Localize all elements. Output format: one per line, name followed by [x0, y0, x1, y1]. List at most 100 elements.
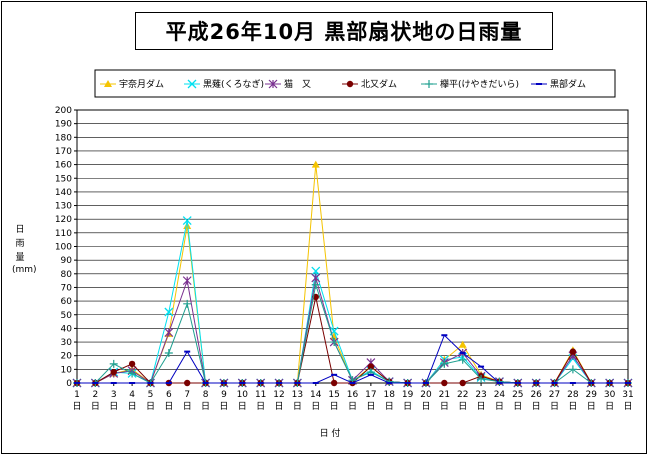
y-tick-label: 90	[61, 256, 73, 266]
legend-label: 宇奈月ダム	[119, 78, 164, 90]
legend-item: 欅平(けやきだいら)	[421, 79, 519, 90]
x-tick-suffix: 日	[201, 401, 210, 412]
x-tick-label: 29	[586, 390, 598, 400]
x-tick-suffix: 日	[348, 401, 357, 412]
y-tick-label: 130	[55, 202, 72, 212]
data-point	[458, 355, 467, 364]
x-tick-suffix: 日	[330, 401, 339, 412]
x-tick-label: 14	[310, 390, 322, 400]
x-tick-suffix: 日	[458, 401, 467, 412]
x-tick-label: 5	[148, 390, 154, 400]
axis-layer: 0102030405060708090100110120130140150160…	[55, 106, 634, 412]
y-tick-label: 0	[66, 379, 72, 389]
data-point	[458, 340, 467, 348]
data-point	[183, 222, 192, 230]
x-tick-label: 13	[292, 390, 303, 400]
y-tick-label: 120	[55, 215, 72, 225]
x-tick-suffix: 日	[550, 401, 559, 412]
x-axis-label: 日 付	[320, 428, 341, 439]
y-axis-label: 日雨量	[15, 224, 24, 263]
axis-labels: 日雨量 (mm) 日 付	[12, 224, 340, 439]
x-tick-suffix: 日	[477, 401, 486, 412]
x-tick-suffix: 日	[495, 401, 504, 412]
legend-item: 猫 又	[265, 78, 311, 90]
y-tick-label: 30	[61, 338, 73, 348]
data-point	[164, 307, 174, 317]
data-point	[477, 374, 486, 383]
data-point	[268, 79, 278, 89]
series-line	[77, 296, 628, 384]
x-tick-label: 22	[457, 390, 468, 400]
data-point	[104, 80, 112, 87]
x-tick-label: 18	[384, 390, 396, 400]
y-tick-label: 40	[61, 324, 73, 334]
x-tick-suffix: 日	[109, 401, 118, 412]
x-tick-label: 3	[111, 390, 117, 400]
data-point	[110, 368, 117, 376]
x-tick-suffix: 日	[623, 401, 632, 412]
x-tick-label: 11	[255, 390, 266, 400]
y-tick-label: 50	[61, 311, 73, 321]
data-point	[182, 216, 192, 226]
x-tick-suffix: 日	[275, 401, 284, 412]
grid-layer	[76, 109, 629, 384]
x-tick-label: 23	[475, 390, 486, 400]
y-axis-unit: (mm)	[12, 265, 37, 275]
x-tick-label: 31	[622, 390, 633, 400]
x-tick-label: 21	[439, 390, 450, 400]
data-point	[346, 80, 354, 88]
series-5	[74, 334, 631, 384]
y-tick-label: 80	[61, 270, 73, 280]
y-tick-label: 150	[55, 174, 72, 184]
data-point	[495, 377, 504, 386]
x-tick-suffix: 日	[440, 401, 449, 412]
data-point	[109, 359, 118, 368]
x-tick-label: 20	[420, 390, 432, 400]
x-tick-label: 4	[129, 390, 135, 400]
legend-label: 猫 又	[284, 78, 311, 90]
legend-label: 欅平(けやきだいら)	[440, 79, 519, 90]
x-tick-suffix: 日	[532, 401, 541, 412]
x-tick-suffix: 日	[128, 401, 137, 412]
legend-label: 黒薙(くろなぎ)	[203, 78, 264, 90]
x-tick-label: 7	[184, 390, 190, 400]
y-tick-label: 200	[55, 106, 72, 116]
x-tick-label: 16	[347, 390, 359, 400]
x-tick-suffix: 日	[183, 401, 192, 412]
data-point	[568, 365, 577, 374]
data-point	[425, 80, 433, 88]
x-tick-suffix: 日	[366, 401, 375, 412]
x-tick-suffix: 日	[513, 401, 522, 412]
data-point	[128, 369, 137, 378]
title-box: 平成26年10月 黒部扇状地の日雨量	[135, 12, 553, 50]
data-point	[330, 338, 339, 347]
x-tick-suffix: 日	[605, 401, 614, 412]
x-tick-suffix: 日	[568, 401, 577, 412]
chart-title: 平成26年10月 黒部扇状地の日雨量	[165, 20, 523, 44]
x-tick-suffix: 日	[385, 401, 394, 412]
x-tick-suffix: 日	[403, 401, 412, 412]
legend-item: 黒薙(くろなぎ)	[184, 78, 264, 90]
x-tick-label: 8	[203, 390, 209, 400]
x-tick-suffix: 日	[72, 401, 81, 412]
legend-item: 北又ダム	[342, 78, 397, 90]
data-point	[367, 363, 375, 370]
x-tick-label: 30	[604, 390, 616, 400]
y-tick-label: 170	[55, 147, 72, 157]
y-tick-label: 100	[55, 243, 72, 253]
series-0	[73, 160, 632, 386]
x-tick-suffix: 日	[421, 401, 430, 412]
series-2	[72, 273, 633, 388]
data-point	[311, 266, 321, 276]
data-point	[128, 360, 136, 368]
y-tick-label: 60	[61, 297, 73, 307]
series-layer	[72, 160, 633, 388]
data-point	[187, 79, 197, 89]
legend-item: 黒部ダム	[531, 78, 586, 90]
x-tick-label: 25	[512, 390, 523, 400]
data-point	[183, 299, 192, 308]
y-tick-label: 180	[55, 133, 72, 143]
x-tick-label: 2	[92, 390, 98, 400]
x-tick-label: 12	[273, 390, 284, 400]
